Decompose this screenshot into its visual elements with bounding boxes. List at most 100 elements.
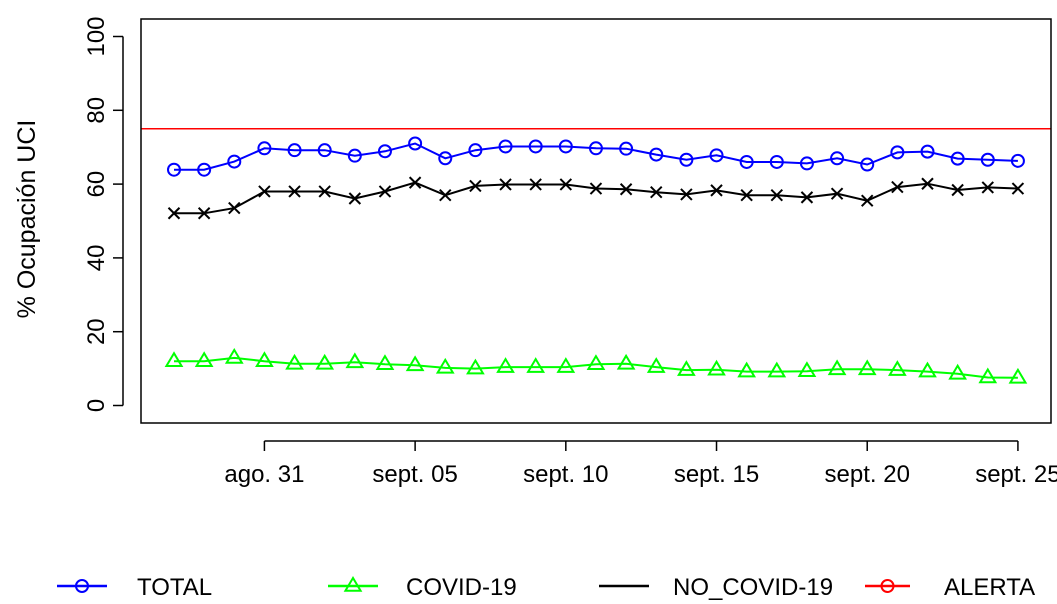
data-point-total: [528, 139, 543, 154]
y-tick-label: 60: [83, 171, 110, 198]
data-point-no-covid-19: [228, 201, 241, 215]
data-point-covid-19: [164, 351, 184, 368]
series-covid-19: [164, 347, 1028, 384]
legend-label: ALERTA: [944, 574, 1035, 601]
data-point-no-covid-19: [197, 207, 211, 220]
data-point-total: [197, 162, 212, 177]
data-point-no-covid-19: [861, 194, 874, 207]
data-point-no-covid-19: [559, 178, 573, 191]
y-tick-label: 20: [83, 318, 110, 345]
data-point-covid-19: [767, 361, 787, 378]
data-point-no-covid-19: [650, 186, 663, 199]
data-point-total: [860, 157, 875, 172]
data-point-total: [980, 152, 995, 167]
series-no-covid-19: [167, 176, 1025, 220]
data-point-total: [619, 141, 634, 156]
x-axis: ago. 31 sept. 05 sept. 10 sept. 15 sept. 20 s…: [224, 440, 1057, 488]
legend-item-total: TOTAL: [57, 574, 212, 601]
data-point-covid-19: [707, 359, 726, 376]
data-point-total: [649, 147, 664, 162]
legend-label: TOTAL: [137, 574, 212, 601]
legend-marker: [75, 579, 89, 593]
y-tick-label: 100: [83, 16, 110, 56]
data-point-no-covid-19: [469, 179, 482, 193]
x-tick-label: sept. 10: [523, 461, 608, 488]
data-point-total: [679, 152, 694, 167]
data-point-covid-19: [496, 357, 515, 373]
data-point-covid-19: [918, 361, 937, 378]
legend: TOTAL COVID-19 NO_COVID-19 ALERTA: [57, 574, 1035, 601]
data-point-total: [347, 148, 362, 163]
data-point-covid-19: [827, 359, 847, 376]
data-point-covid-19: [255, 351, 274, 368]
data-point-covid-19: [948, 363, 967, 380]
data-point-covid-19: [466, 358, 485, 375]
data-point-covid-19: [1008, 367, 1028, 384]
y-tick-label: 80: [83, 97, 110, 124]
data-point-no-covid-19: [439, 188, 452, 202]
data-point-covid-19: [646, 357, 666, 373]
y-tick-label: 0: [83, 399, 110, 412]
plot-frame: [140, 18, 1052, 424]
data-point-no-covid-19: [710, 184, 723, 197]
data-point-no-covid-19: [288, 185, 301, 198]
data-point-covid-19: [616, 353, 636, 370]
data-point-covid-19: [888, 360, 907, 376]
legend-marker: [880, 579, 895, 593]
data-point-covid-19: [978, 367, 998, 384]
data-point-total: [769, 154, 784, 169]
data-point-total: [167, 162, 181, 177]
series-total: [167, 136, 1025, 177]
data-point-covid-19: [586, 354, 606, 370]
legend-marker: [343, 576, 363, 592]
data-point-covid-19: [556, 357, 576, 373]
data-point-total: [890, 145, 905, 160]
x-tick-label: sept. 25: [975, 461, 1057, 488]
legend-item-no-covid-19: NO_COVID-19: [599, 574, 833, 601]
data-point-no-covid-19: [891, 180, 904, 194]
x-tick-label: sept. 15: [674, 461, 759, 488]
data-point-no-covid-19: [951, 183, 964, 197]
series-line-total: [174, 142, 1018, 171]
data-point-covid-19: [737, 361, 757, 378]
data-point-no-covid-19: [740, 188, 753, 202]
series-line-covid-19: [174, 356, 1018, 379]
data-point-no-covid-19: [167, 207, 181, 220]
data-point-no-covid-19: [378, 185, 392, 198]
data-point-total: [498, 139, 513, 154]
data-point-no-covid-19: [589, 182, 603, 195]
x-tick-label: ago. 31: [224, 461, 304, 488]
data-point-no-covid-19: [800, 191, 814, 204]
data-point-total: [468, 143, 483, 158]
x-tick-label: sept. 05: [372, 461, 457, 488]
data-point-covid-19: [194, 351, 214, 368]
data-point-total: [317, 143, 332, 158]
data-point-no-covid-19: [318, 185, 331, 198]
y-tick-label: 40: [83, 245, 110, 272]
data-point-total: [709, 148, 724, 163]
legend-item-alerta: ALERTA: [865, 574, 1035, 601]
data-point-covid-19: [285, 353, 304, 370]
legend-label: NO_COVID-19: [673, 574, 833, 601]
y-axis-title: % Ocupación UCI: [13, 120, 41, 319]
data-point-covid-19: [375, 354, 395, 370]
data-point-covid-19: [345, 352, 365, 369]
axes: 0 20 40 60 80 100 ago. 31 sept. 05 sept. 10 sept.…: [83, 16, 1057, 488]
data-point-no-covid-19: [348, 192, 362, 205]
data-point-covid-19: [405, 355, 425, 372]
data-point-no-covid-19: [258, 185, 271, 198]
data-point-total: [950, 151, 965, 166]
data-point-covid-19: [315, 353, 335, 370]
data-point-total: [377, 144, 392, 159]
data-point-no-covid-19: [921, 177, 934, 190]
data-point-covid-19: [857, 359, 877, 376]
legend-item-covid-19: COVID-19: [328, 574, 517, 601]
data-point-total: [438, 151, 453, 166]
data-point-total: [257, 141, 272, 156]
data-point-no-covid-19: [680, 188, 693, 201]
data-point-no-covid-19: [499, 178, 512, 191]
data-point-total: [799, 156, 814, 171]
data-point-total: [227, 154, 242, 169]
plot-area: [141, 128, 1051, 384]
